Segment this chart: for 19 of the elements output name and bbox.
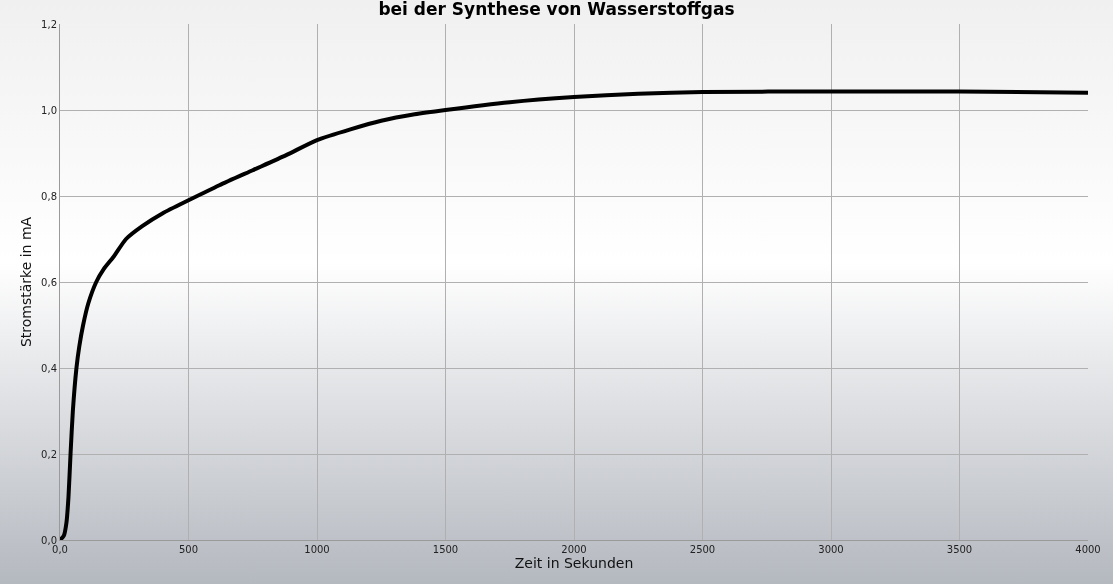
chart-title: bei der Synthese von Wasserstoffgas [378, 0, 735, 19]
y-tick-label: 0,6 [41, 276, 57, 288]
y-tick-label: 0,8 [41, 190, 57, 202]
x-tick-label: 3500 [946, 544, 973, 555]
y-tick-label: 0,4 [41, 362, 57, 374]
y-tick-label: 1,0 [41, 104, 57, 116]
x-tick-label: 500 [178, 544, 199, 555]
y-tick-label: 0,2 [41, 448, 57, 460]
x-tick-label: 1500 [432, 544, 459, 555]
x-tick-label: 4000 [1075, 544, 1101, 555]
y-tick-label: 0,0 [41, 534, 57, 546]
x-tick-label: 3000 [818, 544, 844, 555]
x-tick-label: 0,0 [52, 544, 68, 555]
x-tick-label: 1000 [304, 544, 330, 555]
y-tick-label: 1,2 [41, 18, 57, 30]
x-tick-label: 2500 [689, 544, 716, 555]
y-axis-title: Stromstärke in mA [17, 216, 34, 348]
x-tick-label: 2000 [561, 544, 587, 555]
x-axis-title: Zeit in Sekunden [514, 555, 634, 571]
